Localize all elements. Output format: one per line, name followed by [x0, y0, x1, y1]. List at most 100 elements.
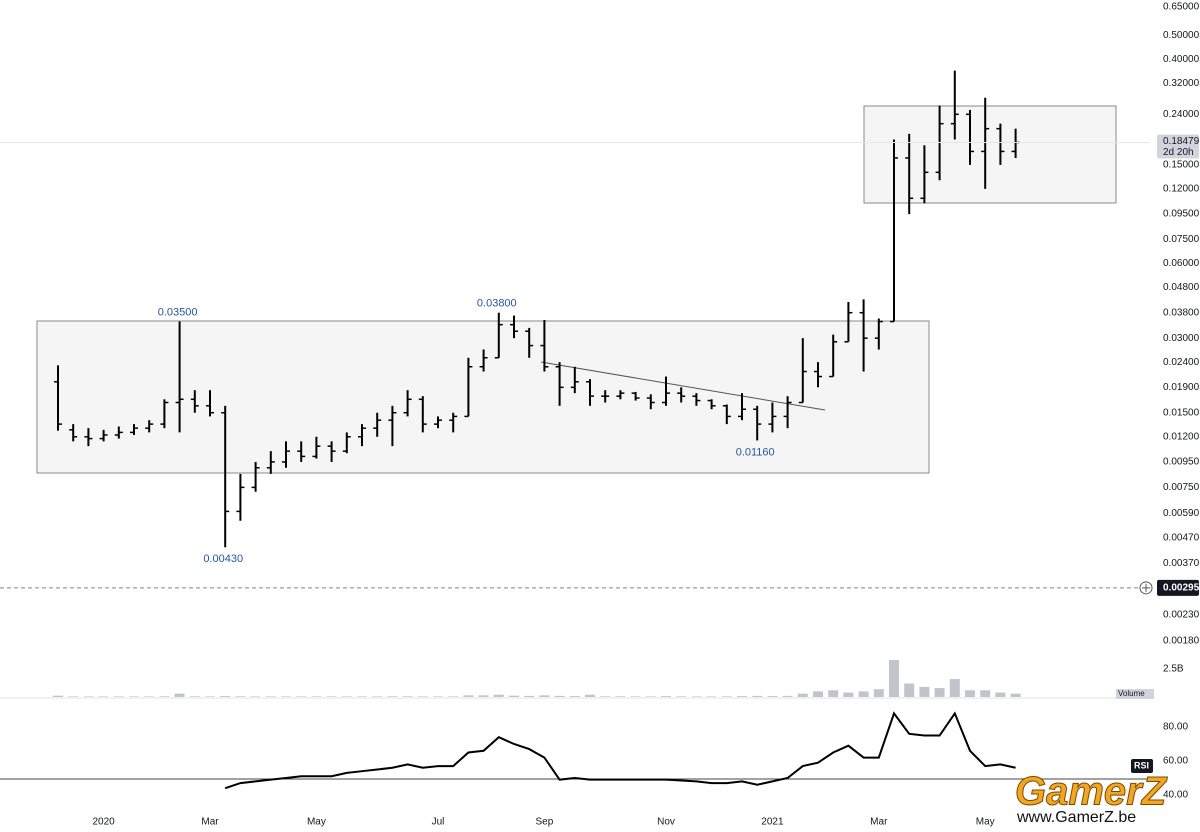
volume-bar — [767, 696, 778, 697]
countdown-label: 2d 20h — [1163, 147, 1194, 158]
x-tick-label: Sep — [536, 817, 554, 828]
y-tick-label: 0.12000 — [1163, 184, 1200, 195]
volume-bar — [797, 693, 808, 697]
volume-bar — [904, 683, 915, 697]
volume-bar — [478, 695, 489, 697]
rsi-label-box — [1131, 759, 1153, 773]
volume-bar — [554, 695, 565, 697]
volume-bar — [387, 696, 398, 697]
y-tick-label: 0.50000 — [1163, 30, 1200, 41]
y-tick-label: 0.00370 — [1163, 558, 1200, 569]
volume-bar — [752, 695, 763, 697]
volume-bar — [934, 688, 945, 697]
volume-bar — [281, 696, 291, 697]
y-tick-label: 0.09500 — [1163, 209, 1200, 220]
x-tick-label: May — [976, 817, 995, 828]
volume-bar — [83, 696, 94, 697]
volume-bar — [858, 691, 869, 697]
volume-tick-label: 2.5B — [1163, 664, 1184, 675]
y-tick-label: 0.01900 — [1163, 382, 1200, 393]
volume-bar — [509, 695, 519, 697]
range-box — [863, 105, 1117, 204]
x-tick-label: Jul — [432, 817, 445, 828]
y-tick-label: 0.06000 — [1163, 258, 1200, 269]
volume-label: Volume — [1118, 689, 1145, 698]
volume-bar — [676, 696, 687, 697]
volume-bar — [995, 692, 1006, 697]
y-tick-label: 0.00470 — [1163, 532, 1200, 543]
trend-line — [540, 361, 826, 411]
volume-bar — [889, 660, 899, 697]
volume-bar — [645, 696, 656, 697]
volume-bar — [220, 696, 231, 697]
volume-bar — [1010, 693, 1021, 697]
x-tick-label: Nov — [657, 817, 675, 828]
x-tick-label: 2020 — [92, 817, 115, 828]
rsi-line — [224, 711, 1016, 790]
volume-bar — [341, 696, 352, 697]
x-tick-label: Mar — [201, 817, 219, 828]
volume-bar — [433, 696, 443, 697]
last-price-label: 0.18479 — [1163, 136, 1200, 147]
volume-bar — [524, 695, 535, 697]
y-tick-label: 0.00590 — [1163, 508, 1200, 519]
volume-bar — [919, 686, 930, 697]
volume-bar — [737, 696, 747, 697]
y-tick-label: 0.24000 — [1163, 109, 1200, 120]
volume-bar — [235, 696, 246, 697]
volume-bar — [585, 694, 595, 697]
annotation-label: 0.03800 — [477, 298, 517, 310]
y-tick-label: 0.40000 — [1163, 54, 1200, 65]
volume-bar — [600, 696, 611, 697]
annotation-label: 0.03500 — [158, 306, 198, 318]
y-tick-label: 0.01200 — [1163, 431, 1200, 442]
volume-bar — [721, 696, 732, 697]
volume-label-box — [1116, 689, 1154, 699]
rsi-tick-label: 80.00 — [1163, 722, 1188, 733]
volume-bar — [174, 693, 185, 697]
x-tick-label: Mar — [870, 817, 888, 828]
volume-bar — [782, 695, 793, 697]
volume-bar — [615, 696, 626, 697]
crosshair-box — [1157, 579, 1199, 596]
volume-bar — [402, 696, 413, 697]
volume-bar — [706, 696, 717, 697]
volume-bar — [980, 690, 991, 697]
volume-bar — [357, 696, 367, 697]
volume-bar — [417, 696, 428, 697]
volume-bar — [843, 692, 854, 697]
volume-bar — [630, 696, 641, 697]
volume-bar — [250, 696, 261, 697]
x-tick-label: May — [307, 817, 326, 828]
volume-bar — [539, 695, 550, 697]
y-tick-label: 0.00180 — [1163, 636, 1200, 647]
volume-bar — [144, 696, 155, 697]
volume-bar — [661, 696, 671, 697]
volume-bar — [569, 696, 580, 697]
crosshair-plus-icon — [1142, 583, 1150, 592]
x-tick-label: 2021 — [761, 817, 784, 828]
volume-bar — [113, 696, 124, 697]
y-tick-label: 0.04800 — [1163, 282, 1200, 293]
volume-bar — [159, 696, 170, 697]
y-tick-label: 0.00750 — [1163, 482, 1200, 493]
volume-bar — [372, 696, 383, 697]
y-tick-label: 0.00230 — [1163, 609, 1200, 620]
y-tick-label: 0.02400 — [1163, 357, 1200, 368]
volume-bar — [828, 690, 839, 697]
volume-bar — [493, 694, 504, 697]
volume-bar — [189, 696, 200, 697]
volume-bar — [296, 696, 307, 697]
volume-bar — [965, 690, 975, 697]
volume-bar — [265, 696, 276, 697]
volume-bar — [68, 696, 79, 697]
annotation-label: 0.00430 — [203, 553, 243, 565]
annotation-label: 0.01160 — [736, 446, 775, 458]
volume-bar — [873, 689, 884, 697]
volume-bar — [98, 696, 109, 697]
watermark-title: GamerZ — [1015, 770, 1168, 814]
watermark-url: www.GamerZ.be — [1016, 809, 1136, 826]
rsi-tick-label: 40.00 — [1163, 790, 1188, 801]
range-box — [36, 320, 930, 474]
